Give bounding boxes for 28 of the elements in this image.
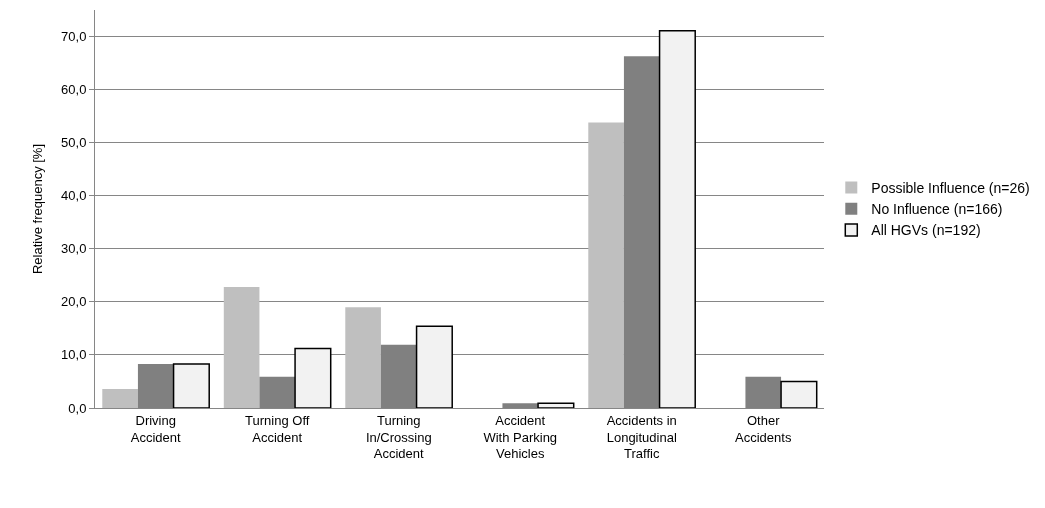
bar [102,388,138,408]
x-tick-label: Other Accidents [735,412,792,445]
bar [345,307,381,408]
x-tick-label: Driving Accident [130,412,182,445]
y-axis-title: Relative frequency [%] [30,143,46,275]
bar [588,122,624,408]
bar [294,347,332,408]
bar [172,363,210,408]
x-tick-label: Turning Off Accident [245,412,310,445]
x-tick-label: Accidents in Longitudinal Traffic [606,412,677,462]
y-tick-label: 60,0 [61,82,87,98]
y-tick-label: 30,0 [61,241,87,257]
legend-label: No Influence (n=166) [871,201,1003,218]
y-tick-label: 50,0 [61,135,87,151]
y-tick-label: 10,0 [61,347,87,363]
y-tick-label: 70,0 [61,29,87,45]
y-tick-label: 0,0 [68,400,87,416]
bar [537,402,575,408]
bar [658,29,696,408]
x-tick-label: Turning In/Crossing Accident [365,412,432,462]
x-tick-label: Accident With Parking Vehicles [483,412,558,462]
bar [223,287,260,408]
y-tick-label: 40,0 [61,188,87,204]
bar [780,380,818,408]
legend-label: All HGVs (n=192) [871,222,981,239]
legend-label: Possible Influence (n=26) [871,180,1030,197]
y-tick-label: 20,0 [61,294,87,310]
bar [415,325,453,408]
